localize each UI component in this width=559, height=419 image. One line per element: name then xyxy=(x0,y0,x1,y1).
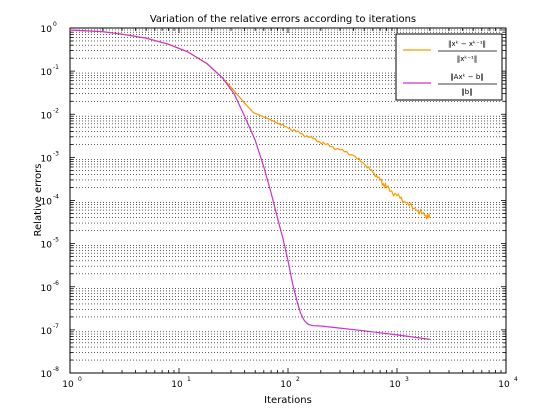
x-tick-label: 10 xyxy=(389,380,401,390)
legend: ‖xᵏ − xᵏ⁻¹‖ ‖xᵏ⁻¹‖ ‖Axᵏ − b‖ ‖b‖ xyxy=(395,33,503,101)
y-tick-label: 10 xyxy=(41,284,53,294)
y-tick-exponent: 0 xyxy=(53,21,57,28)
y-tick-label: 10 xyxy=(41,327,53,337)
x-tick-exponent: 2 xyxy=(296,376,300,383)
y-axis-label: Relative errors xyxy=(33,164,44,237)
legend-1-numerator: ‖xᵏ − xᵏ⁻¹‖ xyxy=(448,40,486,48)
y-tick-exponent: -1 xyxy=(53,64,59,71)
legend-2-denominator: ‖b‖ xyxy=(461,88,472,96)
x-tick-label: 10 xyxy=(280,380,292,390)
chart-title: Variation of the relative errors accordi… xyxy=(150,14,416,25)
y-tick-exponent: -8 xyxy=(53,366,59,373)
series-layer xyxy=(69,29,431,340)
legend-1-denominator: ‖xᵏ⁻¹‖ xyxy=(457,55,478,63)
y-tick-exponent: -7 xyxy=(53,323,59,330)
grid-lines xyxy=(70,29,506,361)
x-tick-label: 10 xyxy=(498,380,510,390)
x-axis-label: Iterations xyxy=(264,395,312,406)
legend-box xyxy=(395,33,503,101)
y-tick-label: 10 xyxy=(41,68,53,78)
x-tick-exponent: 0 xyxy=(78,376,82,383)
y-tick-exponent: -5 xyxy=(53,237,59,244)
legend-2-numerator: ‖Axᵏ − b‖ xyxy=(450,73,484,81)
y-tick-label: 10 xyxy=(41,25,53,35)
series-line-2 xyxy=(69,29,430,340)
y-tick-exponent: -2 xyxy=(53,107,59,114)
y-tick-label: 10 xyxy=(41,241,53,251)
x-tick-exponent: 3 xyxy=(405,376,409,383)
y-tick-label: 10 xyxy=(41,154,53,164)
x-tick-exponent: 1 xyxy=(187,376,191,383)
y-tick-label: 10 xyxy=(41,111,53,121)
x-tick-label: 10 xyxy=(171,380,183,390)
axis-ticks xyxy=(69,28,506,374)
y-tick-label: 10 xyxy=(41,198,53,208)
y-tick-label: 10 xyxy=(41,370,53,380)
y-tick-exponent: -3 xyxy=(53,150,59,157)
series-line-1 xyxy=(69,29,431,220)
tick-labels: 10010110210310410010-110-210-310-410-510… xyxy=(41,21,518,390)
y-tick-exponent: -4 xyxy=(53,194,59,201)
x-tick-exponent: 4 xyxy=(514,376,518,383)
x-tick-label: 10 xyxy=(62,380,74,390)
y-tick-exponent: -6 xyxy=(53,280,59,287)
